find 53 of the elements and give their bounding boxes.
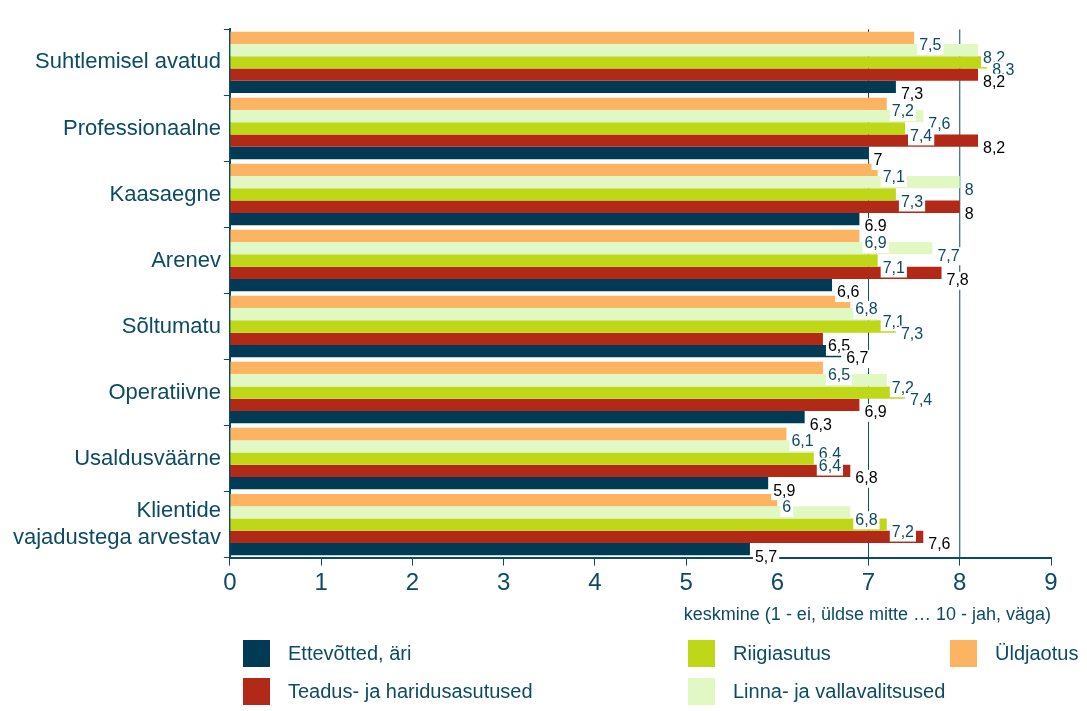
data-label: 6,5: [827, 366, 851, 384]
data-label: 6,9: [864, 234, 887, 252]
x-tick-label: 9: [1044, 567, 1058, 595]
y-tick-label: Sõltumatu: [121, 312, 221, 338]
legend-label: Riigiasutus: [733, 641, 831, 665]
y-tick-label: Usaldusväärne: [74, 444, 221, 470]
legend-label: Linna- ja vallavalitsused: [733, 679, 946, 703]
data-label: 8: [964, 205, 974, 223]
legend-label: Teadus- ja haridusasutused: [288, 679, 533, 703]
x-tick-label: 8: [953, 567, 967, 595]
legend-label: Ettevõtted, äri: [288, 641, 412, 665]
y-tick-label: Professionaalne: [63, 114, 221, 140]
data-label: 6,3: [809, 415, 833, 433]
data-label: 7,3: [900, 85, 924, 103]
data-label: 7,3: [900, 192, 924, 210]
data-label: 7,4: [910, 390, 933, 408]
data-label: 5,9: [773, 481, 796, 499]
y-tick-label: Arenev: [151, 246, 221, 272]
legend-label: Üldjaotus: [995, 641, 1079, 665]
y-tick-label: Suhtlemisel avatud: [35, 48, 221, 74]
y-tick-label: Operatiivne: [108, 378, 221, 404]
data-label: 6,8: [855, 510, 878, 528]
data-label: 6,8: [855, 469, 878, 487]
x-tick-label: 1: [314, 567, 328, 595]
data-label: 6,8: [855, 300, 878, 318]
y-tick-label: Klientide vajadustega arvestav: [13, 497, 221, 549]
data-label: 6: [782, 498, 792, 516]
x-tick-label: 6: [770, 567, 784, 595]
data-label: 7,2: [891, 102, 915, 120]
data-label: 7,6: [928, 535, 951, 553]
data-label: 6,9: [864, 403, 887, 421]
x-tick-label: 5: [679, 567, 693, 595]
data-label: 6.9: [864, 217, 887, 235]
x-axis-title: keskmine (1 - ei, üldse mitte … 10 - jah, väga): [683, 604, 1051, 625]
data-label: 7,5: [919, 36, 942, 54]
data-label: 8,2: [983, 139, 1006, 157]
data-label: 5,7: [754, 547, 778, 565]
data-label: 7: [873, 151, 883, 169]
data-label: 7,1: [882, 168, 905, 186]
data-label: 7,1: [882, 258, 905, 276]
data-label: 7,7: [937, 246, 960, 264]
x-tick-label: 4: [588, 567, 602, 595]
x-tick-label: 2: [405, 567, 420, 595]
data-label: 6,6: [837, 283, 860, 301]
x-tick-label: 7: [861, 567, 876, 595]
data-label: 8: [964, 180, 974, 198]
data-label: 6,1: [791, 432, 814, 450]
data-label: 7,2: [891, 522, 915, 540]
y-tick-label: Kaasaegne: [109, 180, 221, 206]
data-label: 7,8: [946, 271, 969, 289]
x-tick-label: 3: [496, 567, 511, 595]
data-label: 6,7: [846, 349, 869, 367]
x-tick-label: 0: [223, 567, 237, 595]
